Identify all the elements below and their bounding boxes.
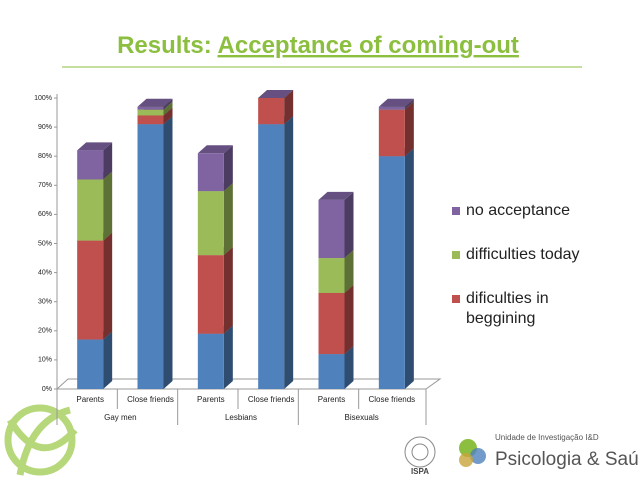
legend-label: difficulties today — [466, 246, 580, 263]
bar — [378, 106, 405, 110]
bar — [378, 109, 405, 157]
x-tick-label: Close friends — [368, 395, 415, 404]
bar-side — [344, 346, 354, 389]
legend-swatch — [452, 251, 460, 259]
bar-side — [404, 98, 414, 110]
y-tick-label: 60% — [38, 211, 52, 218]
group-label: Lesbians — [225, 413, 257, 422]
bar — [137, 124, 164, 389]
bar-side — [404, 148, 414, 389]
x-tick-label: Close friends — [248, 395, 295, 404]
bar — [77, 179, 104, 241]
bar — [197, 191, 224, 256]
bar — [318, 199, 345, 259]
bar-side — [223, 247, 233, 334]
bar-side — [103, 171, 113, 241]
bar — [258, 98, 285, 125]
bar-side — [163, 116, 173, 389]
bar — [77, 240, 104, 340]
bar — [137, 106, 164, 110]
institute-seal — [404, 436, 436, 468]
brand-name: Psicologia & Saúde — [495, 449, 638, 470]
x-tick-label: Close friends — [127, 395, 174, 404]
swirl-logo — [4, 404, 78, 476]
legend-swatch — [452, 295, 460, 303]
bar-side — [223, 325, 233, 389]
x-tick-label: Parents — [318, 395, 346, 404]
bar — [137, 115, 164, 125]
bar — [318, 292, 345, 355]
bar-side — [163, 101, 173, 116]
x-tick-label: Parents — [76, 395, 104, 404]
y-tick-label: 90% — [38, 124, 52, 131]
bar-top — [77, 142, 113, 151]
bar-side — [223, 145, 233, 192]
bar-side — [223, 183, 233, 256]
legend-label: no acceptance — [466, 202, 570, 219]
bar-top — [197, 145, 233, 154]
x-tick-label: Parents — [197, 395, 225, 404]
bar — [258, 124, 285, 389]
bar-top — [137, 98, 173, 107]
bar — [77, 339, 104, 389]
y-tick-label: 70% — [38, 182, 52, 189]
y-tick-label: 40% — [38, 269, 52, 276]
legend-label: dificulties in beggining — [466, 290, 553, 327]
y-tick-label: 80% — [38, 153, 52, 160]
bar — [197, 153, 224, 192]
bar — [318, 354, 345, 389]
group-label: Bisexuals — [345, 413, 379, 422]
brand-logo — [459, 439, 486, 467]
bar-side — [344, 250, 354, 293]
bar-side — [103, 331, 113, 389]
bar-top — [258, 90, 294, 98]
bar-side — [404, 101, 414, 157]
bar — [137, 109, 164, 116]
bar — [197, 255, 224, 334]
y-tick-label: 10% — [38, 357, 52, 364]
bar — [318, 258, 345, 293]
bar-side — [163, 98, 173, 110]
bar — [378, 156, 405, 389]
bar-side — [103, 232, 113, 340]
bar — [197, 333, 224, 389]
bar-side — [284, 90, 294, 125]
legend-swatch — [452, 207, 460, 215]
bar-top — [378, 98, 414, 107]
group-label: Gay men — [104, 413, 136, 422]
bar-side — [344, 191, 354, 259]
institute-name: ISPA — [411, 467, 429, 476]
unit-name: Unidade de Investigação I&D — [495, 433, 599, 442]
bar-top — [318, 191, 354, 200]
slide-title: Results: Acceptance of coming-out — [117, 32, 519, 59]
bar — [77, 150, 104, 180]
y-tick-label: 30% — [38, 299, 52, 306]
y-tick-label: 50% — [38, 240, 52, 247]
bar-side — [103, 142, 113, 180]
bar-side — [163, 107, 173, 125]
y-tick-label: 100% — [34, 95, 52, 102]
bar-side — [344, 284, 354, 355]
y-tick-label: 20% — [38, 328, 52, 335]
bar-side — [284, 116, 294, 389]
y-tick-label: 0% — [42, 386, 52, 393]
